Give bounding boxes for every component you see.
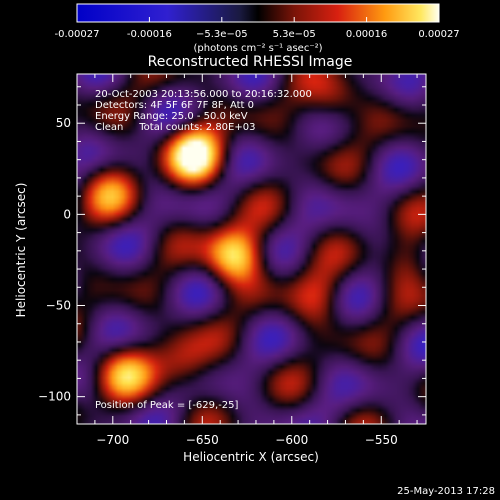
x-axis-label: Heliocentric X (arcsec) bbox=[183, 450, 319, 464]
annotation-peak-position: Position of Peak = [-629,-25] bbox=[95, 400, 239, 411]
footer-timestamp: 25-May-2013 17:28 bbox=[397, 486, 495, 497]
y-axis: −100 −50 0 50 bbox=[38, 86, 426, 416]
colorbar-frame bbox=[76, 3, 440, 23]
colorbar-tick-label: -0.00027 bbox=[55, 29, 100, 40]
x-tick-label: −650 bbox=[186, 433, 219, 447]
annotation-time-range: 20-Oct-2003 20:13:56.000 to 20:16:32.000 bbox=[95, 89, 312, 100]
colorbar-gradient bbox=[77, 4, 439, 22]
x-axis: −700 −650 −600 −550 bbox=[76, 74, 418, 447]
colorbar-tick-label: −5.3e−05 bbox=[196, 29, 248, 40]
x-tick-label: −700 bbox=[96, 433, 129, 447]
chart-title: Reconstructed RHESSI Image bbox=[148, 54, 353, 70]
plot-frame bbox=[76, 73, 427, 425]
annotation-detectors: Detectors: 4F 5F 6F 7F 8F, Att 0 bbox=[95, 100, 254, 111]
annotation-block: 20-Oct-2003 20:13:56.000 to 20:16:32.000… bbox=[95, 89, 312, 133]
y-tick-label: −100 bbox=[38, 390, 71, 404]
x-tick-label: −600 bbox=[275, 433, 308, 447]
y-tick-label: 50 bbox=[56, 116, 71, 130]
colorbar-ticks: -0.00027 -0.00016 −5.3e−05 5.3e−05 0.00016 0.… bbox=[55, 17, 460, 40]
annotation-energy-range: Energy Range: 25.0 - 50.0 keV bbox=[95, 111, 248, 122]
y-tick-label: −50 bbox=[46, 299, 71, 313]
colorbar-unit-label: (photons cm⁻² s⁻¹ asec⁻²) bbox=[193, 43, 322, 54]
colorbar-tick-label: -0.00016 bbox=[127, 29, 172, 40]
heatmap-raster bbox=[77, 74, 426, 424]
colorbar: -0.00027 -0.00016 −5.3e−05 5.3e−05 0.00016 0.… bbox=[55, 3, 460, 54]
heatmap-image bbox=[77, 74, 426, 424]
colorbar-tick-label: 0.00016 bbox=[346, 29, 387, 40]
x-tick-label: −550 bbox=[365, 433, 398, 447]
y-axis-label: Heliocentric Y (arcsec) bbox=[14, 183, 28, 318]
y-tick-label: 0 bbox=[63, 207, 71, 221]
colorbar-tick-label: 5.3e−05 bbox=[273, 29, 316, 40]
annotation-clean-counts: Clean Total counts: 2.80E+03 bbox=[95, 122, 255, 133]
colorbar-tick-label: 0.00027 bbox=[418, 29, 459, 40]
